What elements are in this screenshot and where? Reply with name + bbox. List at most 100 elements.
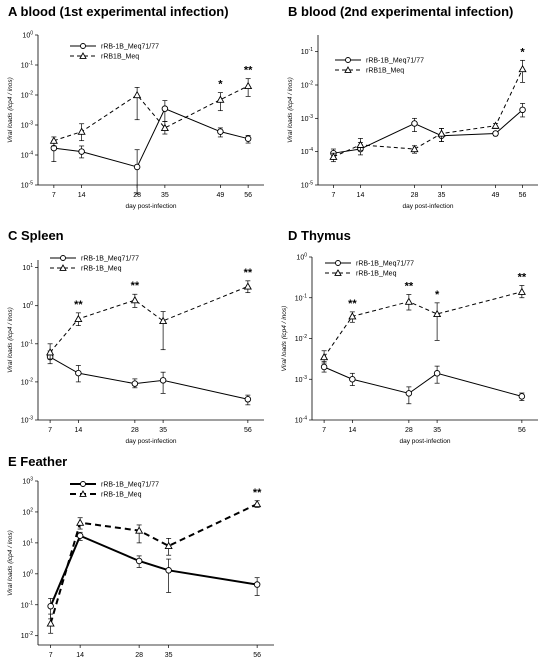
significance-marker: * <box>520 46 525 58</box>
data-point <box>405 390 413 397</box>
y-tick-label: 101 <box>22 263 33 272</box>
data-point <box>244 135 252 142</box>
x-tick-label: 35 <box>159 427 167 434</box>
data-point <box>159 316 168 324</box>
y-tick-label: 10-3 <box>301 114 313 123</box>
data-point <box>46 348 55 356</box>
y-tick-label: 100 <box>22 569 33 578</box>
legend-label: rRB1B_Meq <box>101 54 139 61</box>
data-point <box>49 136 58 144</box>
y-tick-label: 103 <box>22 477 33 486</box>
chart-panel-3: D Thymus 10-4 10-3 10-2 10-1 100 7 14 28 35 56 day … <box>281 228 538 445</box>
data-point <box>78 148 85 155</box>
x-tick-label: 35 <box>438 192 446 199</box>
legend-marker <box>60 255 66 261</box>
data-point <box>518 393 526 400</box>
y-tick-label: 10-1 <box>21 339 33 348</box>
data-point <box>329 152 338 160</box>
y-tick-label: 10-2 <box>295 334 307 343</box>
chart-panel-0: A blood (1st experimental infection) 10-5… <box>7 4 264 210</box>
x-tick-label: 49 <box>492 192 500 199</box>
y-tick-label: 102 <box>22 507 33 516</box>
data-point <box>320 363 328 371</box>
y-tick-label: 10-1 <box>295 293 307 302</box>
x-tick-label: 28 <box>405 427 413 434</box>
legend-marker <box>80 481 86 487</box>
y-tick-label: 100 <box>296 253 307 262</box>
data-point <box>411 120 418 127</box>
legend-label: rRB-1B_Meq71/77 <box>356 261 414 268</box>
chart-panel-4: E Feather10-210-1100101102103714283556da… <box>7 454 274 659</box>
data-point <box>433 370 441 377</box>
legend-marker <box>335 260 341 266</box>
data-point <box>76 518 85 526</box>
x-tick-label: 7 <box>49 652 53 659</box>
x-tick-label: 14 <box>76 652 84 659</box>
chart-title: A blood (1st experimental infection) <box>8 4 229 19</box>
x-tick-label: 56 <box>518 427 526 434</box>
series-line-1 <box>53 85 249 142</box>
significance-marker: ** <box>518 271 527 283</box>
legend-marker <box>334 269 342 276</box>
x-tick-label: 35 <box>165 652 173 659</box>
legend-label: rRB-1B_Meq71/77 <box>101 482 159 489</box>
data-point <box>517 287 526 295</box>
x-tick-label: 7 <box>322 427 326 434</box>
y-axis-label: Viral loads (icp4 / inos) <box>281 306 288 372</box>
data-point <box>243 282 252 290</box>
data-point <box>492 130 499 137</box>
x-tick-label: 35 <box>433 427 441 434</box>
significance-marker: ** <box>405 281 414 293</box>
y-axis-label: Viral loads (icp4 / inos) <box>287 77 294 143</box>
x-tick-label: 35 <box>161 192 169 199</box>
data-point <box>217 128 224 135</box>
x-tick-label: 56 <box>519 192 527 199</box>
data-point <box>135 526 144 534</box>
data-point <box>164 541 173 549</box>
series-line-0 <box>49 534 258 607</box>
y-tick-label: 10-2 <box>21 631 33 640</box>
legend-label: rRB-1B_Meq <box>81 266 122 273</box>
data-point <box>410 144 419 153</box>
data-point <box>348 312 357 320</box>
data-point <box>216 95 225 103</box>
data-point <box>519 106 526 114</box>
data-point <box>47 602 54 610</box>
x-tick-label: 14 <box>357 192 365 199</box>
data-point <box>244 396 252 403</box>
y-tick-label: 10-2 <box>21 91 33 100</box>
x-tick-label: 28 <box>133 192 141 199</box>
significance-marker: * <box>435 289 440 301</box>
data-point <box>77 127 86 135</box>
data-point <box>74 314 83 323</box>
y-axis-label: Viral loads (icp4 / inos) <box>7 307 14 373</box>
y-axis-label: Viral loads (icp4 / inos) <box>7 77 14 143</box>
x-tick-label: 56 <box>244 192 252 199</box>
data-point <box>404 297 413 305</box>
chart-title: B blood (2nd experimental infection) <box>288 4 513 19</box>
significance-marker: ** <box>253 487 262 499</box>
legend-marker <box>344 66 352 73</box>
data-point <box>160 123 169 131</box>
data-point <box>159 377 167 384</box>
y-tick-label: 10-3 <box>295 375 307 384</box>
data-point <box>433 309 442 318</box>
x-axis-label: day post-infection <box>126 203 177 210</box>
data-point <box>244 81 253 90</box>
data-point <box>518 64 527 73</box>
series-line-0 <box>53 108 249 168</box>
y-tick-label: 10-4 <box>301 147 313 156</box>
chart-title: E Feather <box>8 454 67 469</box>
data-point <box>161 105 169 112</box>
y-tick-label: 10-5 <box>301 181 313 190</box>
x-axis-label: day post-infection <box>403 203 454 210</box>
x-tick-label: 14 <box>74 427 82 434</box>
legend-label: rRB-1B_Meq71/77 <box>101 44 159 51</box>
y-tick-label: 10-1 <box>21 600 33 609</box>
y-axis-label: Viral loads (icp4 / inos) <box>7 530 14 596</box>
data-point <box>356 140 365 148</box>
significance-marker: ** <box>348 298 357 310</box>
legend-label: rRB1B_Meq <box>366 68 404 75</box>
data-point <box>320 352 329 361</box>
